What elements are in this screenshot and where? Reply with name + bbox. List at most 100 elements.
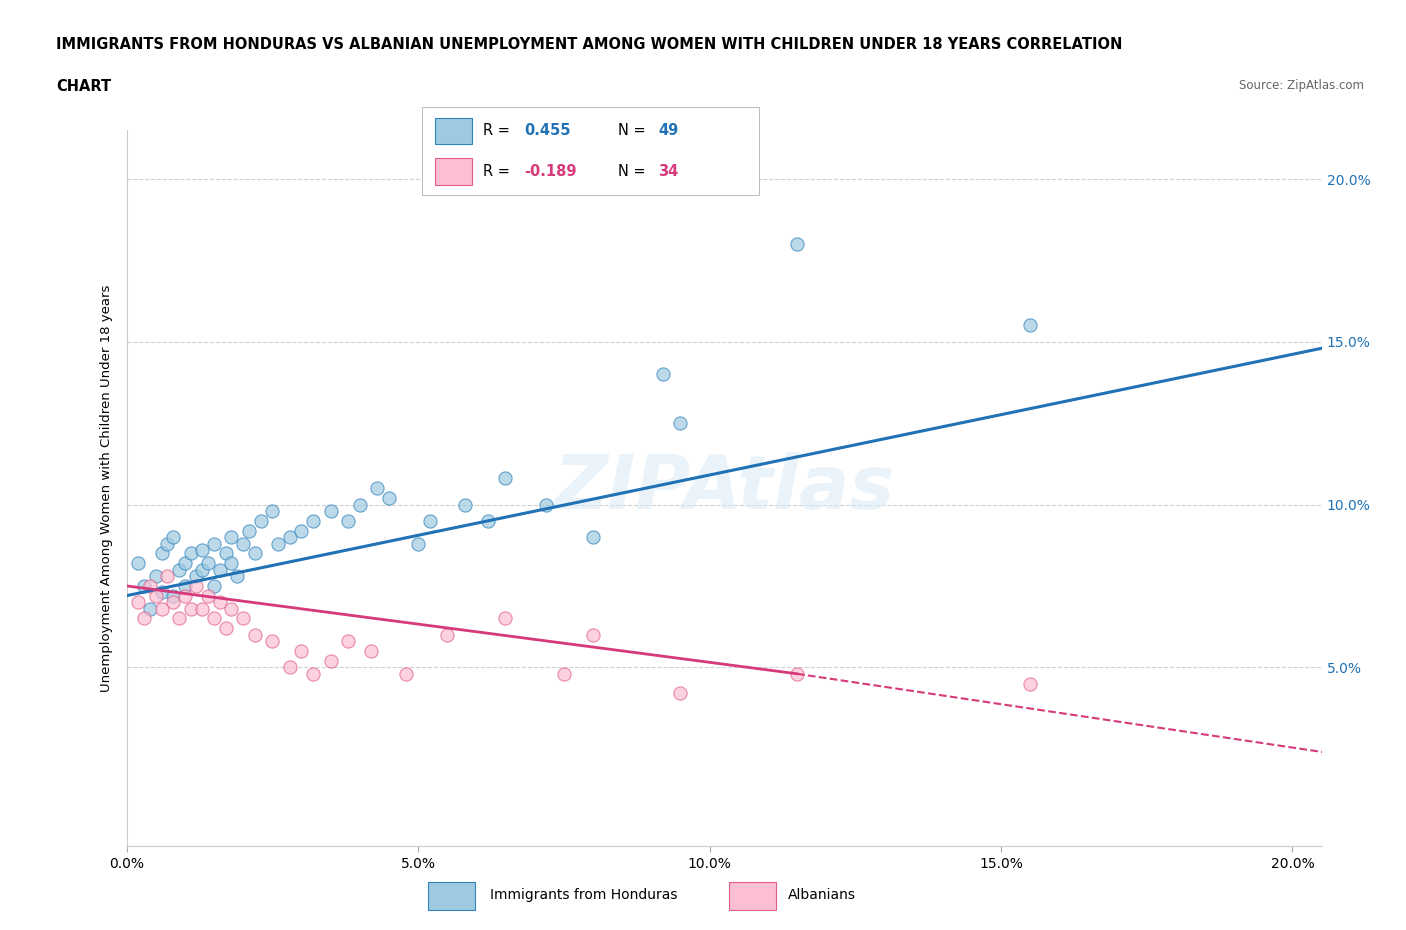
Point <box>232 611 254 626</box>
Point <box>139 602 162 617</box>
FancyBboxPatch shape <box>436 117 472 144</box>
Point <box>173 578 195 593</box>
Point <box>221 602 243 617</box>
Text: N =: N = <box>617 164 650 179</box>
Point <box>214 546 236 561</box>
Text: R =: R = <box>482 164 515 179</box>
Point <box>202 537 225 551</box>
Point <box>156 569 179 584</box>
Point <box>1019 676 1042 691</box>
Point <box>208 562 231 577</box>
Point <box>221 530 243 545</box>
Point <box>162 595 184 610</box>
Text: Immigrants from Honduras: Immigrants from Honduras <box>489 888 678 902</box>
Point <box>145 569 167 584</box>
Text: Source: ZipAtlas.com: Source: ZipAtlas.com <box>1239 79 1364 92</box>
Point <box>150 585 173 600</box>
Point <box>337 634 360 649</box>
Point <box>786 666 808 681</box>
Point <box>202 611 225 626</box>
Point <box>167 562 190 577</box>
Point <box>132 611 155 626</box>
Text: -0.189: -0.189 <box>524 164 578 179</box>
Text: Albanians: Albanians <box>787 888 856 902</box>
Point <box>162 530 184 545</box>
Point <box>156 537 179 551</box>
Point <box>651 367 673 382</box>
Point <box>453 498 475 512</box>
FancyBboxPatch shape <box>427 883 475 910</box>
Point <box>139 578 162 593</box>
Text: N =: N = <box>617 123 650 138</box>
Point <box>180 546 202 561</box>
Point <box>290 644 312 658</box>
Point <box>262 504 284 519</box>
Point <box>536 498 558 512</box>
Point <box>202 578 225 593</box>
Point <box>221 556 243 571</box>
Point <box>186 578 208 593</box>
Text: CHART: CHART <box>56 79 111 94</box>
Point <box>360 644 382 658</box>
Point <box>226 569 249 584</box>
Point <box>349 498 371 512</box>
Point <box>167 611 190 626</box>
Point <box>319 504 342 519</box>
Y-axis label: Unemployment Among Women with Children Under 18 years: Unemployment Among Women with Children U… <box>100 285 114 692</box>
Point <box>290 524 312 538</box>
Point <box>495 611 517 626</box>
Point <box>173 556 195 571</box>
Point <box>553 666 575 681</box>
Point <box>267 537 290 551</box>
Point <box>232 537 254 551</box>
Point <box>180 602 202 617</box>
Point <box>243 546 266 561</box>
Point <box>477 513 499 528</box>
Text: 0.455: 0.455 <box>524 123 571 138</box>
Point <box>582 530 605 545</box>
Point <box>582 628 605 643</box>
Point <box>249 513 271 528</box>
Point <box>302 666 325 681</box>
Point <box>786 237 808 252</box>
Point <box>238 524 260 538</box>
Point <box>132 578 155 593</box>
Point <box>436 628 458 643</box>
Point <box>243 628 266 643</box>
Point <box>278 660 301 675</box>
Point <box>366 481 388 496</box>
FancyBboxPatch shape <box>436 158 472 185</box>
Text: 49: 49 <box>658 123 678 138</box>
Point <box>378 491 401 506</box>
Point <box>669 416 692 431</box>
Point <box>319 653 342 668</box>
Point <box>150 602 173 617</box>
Point <box>145 589 167 604</box>
Point <box>395 666 418 681</box>
Point <box>419 513 441 528</box>
Point <box>127 595 149 610</box>
Point <box>278 530 301 545</box>
Text: IMMIGRANTS FROM HONDURAS VS ALBANIAN UNEMPLOYMENT AMONG WOMEN WITH CHILDREN UNDE: IMMIGRANTS FROM HONDURAS VS ALBANIAN UNE… <box>56 37 1122 52</box>
Point <box>302 513 325 528</box>
Point <box>197 589 219 604</box>
Point <box>191 562 214 577</box>
Point <box>127 556 149 571</box>
Point <box>197 556 219 571</box>
Text: ZIPAtlas: ZIPAtlas <box>554 452 894 525</box>
Point <box>406 537 429 551</box>
Point <box>208 595 231 610</box>
Point <box>262 634 284 649</box>
Text: R =: R = <box>482 123 515 138</box>
Point <box>150 546 173 561</box>
Point <box>191 543 214 558</box>
Point <box>191 602 214 617</box>
FancyBboxPatch shape <box>728 883 776 910</box>
Point <box>214 621 236 636</box>
Text: 34: 34 <box>658 164 678 179</box>
Point <box>337 513 360 528</box>
Point <box>495 472 517 486</box>
Point <box>173 589 195 604</box>
Point <box>186 569 208 584</box>
Point <box>162 589 184 604</box>
